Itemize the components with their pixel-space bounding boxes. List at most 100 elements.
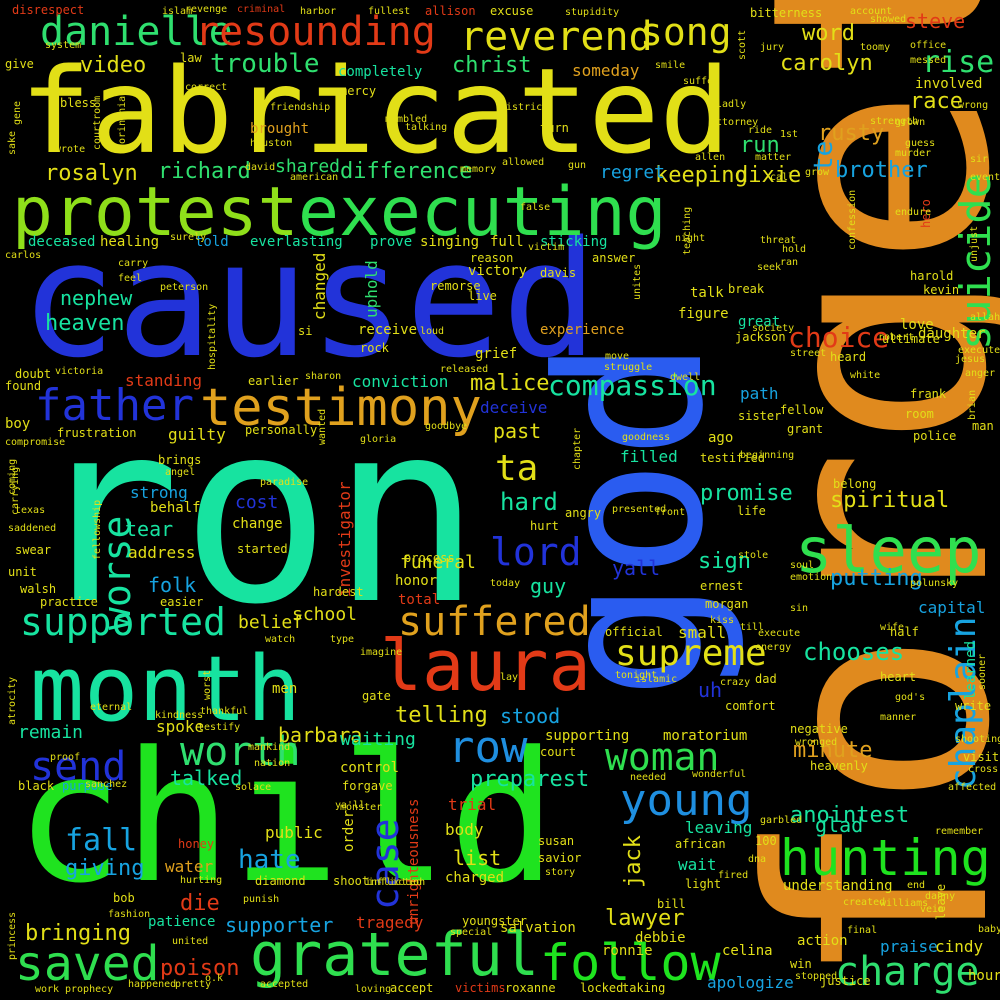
word-school: school — [292, 604, 357, 625]
word-lawyer: lawyer — [605, 906, 684, 931]
word-debbie: debbie — [635, 930, 686, 946]
word-woman: woman — [605, 735, 719, 779]
word-remain: remain — [18, 722, 83, 743]
word-charged: charged — [445, 870, 504, 886]
word-ernest: ernest — [700, 579, 743, 593]
word-beginning: beginning — [740, 450, 794, 461]
word-courtroom: courtroom — [92, 96, 103, 150]
word-month: month — [30, 637, 301, 742]
word-glad: glad — [815, 813, 863, 837]
word-davis: davis — [540, 266, 576, 280]
word-victoria: victoria — [55, 366, 103, 377]
word-die: die — [180, 891, 220, 916]
word-executed: executed — [958, 345, 1000, 356]
word-mumbled: mumbled — [385, 114, 427, 125]
word-bill: bill — [657, 897, 686, 911]
word-list: list — [453, 846, 501, 870]
word-call: call — [770, 172, 794, 183]
word-reverend: reverend — [460, 14, 653, 60]
word-manner: manner — [880, 712, 916, 723]
word-testimony: testimony — [200, 378, 482, 438]
word-dwell: dwell — [670, 372, 700, 383]
word-guess: guess — [905, 138, 935, 149]
word-needed: needed — [630, 772, 666, 783]
word-easier: easier — [160, 595, 203, 609]
word-guilty: guilty — [168, 425, 226, 444]
word-murder: murder — [895, 148, 931, 159]
word-sir: sir — [970, 154, 988, 165]
word-carlos: carlos — [5, 250, 41, 261]
word-run: run — [740, 133, 780, 158]
word-visit: visit — [963, 750, 999, 764]
word-1st: 1st — [780, 129, 798, 140]
word-tonight: tonight — [615, 670, 657, 681]
word-rusty: rusty — [818, 121, 884, 146]
word-half: half — [890, 625, 919, 639]
word-young: young — [620, 775, 752, 826]
word-victim: victim — [528, 242, 564, 253]
word-prophecy: prophecy — [65, 984, 113, 995]
word-brother: brother — [835, 158, 928, 183]
word-heart: heart — [880, 670, 916, 684]
word-hunting: hunting — [780, 829, 991, 887]
word-remember: remember — [935, 826, 983, 837]
word-completely: completely — [338, 64, 422, 80]
word-giving: giving — [65, 856, 144, 881]
word-doubt: doubt — [15, 367, 51, 381]
word-garbled: garbled — [760, 815, 802, 826]
word-created: created — [843, 897, 885, 908]
word-frustration: frustration — [57, 426, 136, 440]
word-goodbye: goodbye — [425, 421, 467, 432]
word-system: system — [45, 40, 81, 51]
word-belong: belong — [833, 477, 876, 491]
word-boy: boy — [5, 416, 30, 432]
word-society: society — [752, 323, 794, 334]
word-lay: lay — [500, 672, 518, 683]
word-tragedy: tragedy — [356, 913, 424, 932]
word-official: official — [605, 625, 663, 639]
word-fellow: fellow — [780, 403, 824, 417]
word-men: men — [272, 681, 297, 697]
word-wanted: wanted — [317, 409, 328, 445]
word-involved: involved — [915, 76, 982, 92]
word-fall: fall — [65, 823, 137, 858]
word-hero: hero — [919, 199, 933, 228]
word-cindy: cindy — [935, 937, 984, 956]
word-united: united — [172, 936, 208, 947]
word-heaven: heaven — [45, 311, 124, 336]
word-wrote: wrote — [55, 144, 85, 155]
word-african: african — [675, 837, 726, 851]
word-office: office — [910, 40, 946, 51]
word-belief: belief — [238, 612, 303, 633]
word-soul: soul — [790, 560, 814, 571]
word-black: black — [18, 779, 55, 793]
word-gloria: gloria — [360, 434, 396, 445]
word-earlier: earlier — [248, 374, 299, 388]
word-honor: honor — [395, 573, 437, 589]
word-talk: talk — [690, 285, 724, 301]
word-carolyn: carolyn — [780, 51, 873, 76]
word-o-k: o.k — [205, 973, 223, 984]
word-small: small — [678, 623, 726, 642]
word-street: street — [790, 348, 826, 359]
word-emotion: emotion — [790, 572, 832, 583]
word-attorney: attorney — [710, 117, 758, 128]
word-accepted: accepted — [260, 979, 308, 990]
word-shoot: shoot — [333, 874, 369, 888]
word-ron: ron — [30, 368, 482, 659]
word-chapter: chapter — [572, 428, 583, 470]
word-regret: regret — [600, 162, 665, 183]
word-stopped: stopped — [795, 971, 837, 982]
word-punish: punish — [243, 894, 279, 905]
word-worst: worst — [202, 670, 213, 700]
word-cost: cost — [235, 492, 278, 513]
word-proof: proof — [50, 752, 80, 763]
word-wronged: wronged — [795, 737, 837, 748]
word-execute: execute — [758, 628, 800, 639]
word-toomy: toomy — [860, 42, 890, 53]
word-brought: brought — [250, 121, 309, 137]
word-heavenly: heavenly — [810, 759, 868, 773]
word-testified: testified — [700, 451, 765, 465]
